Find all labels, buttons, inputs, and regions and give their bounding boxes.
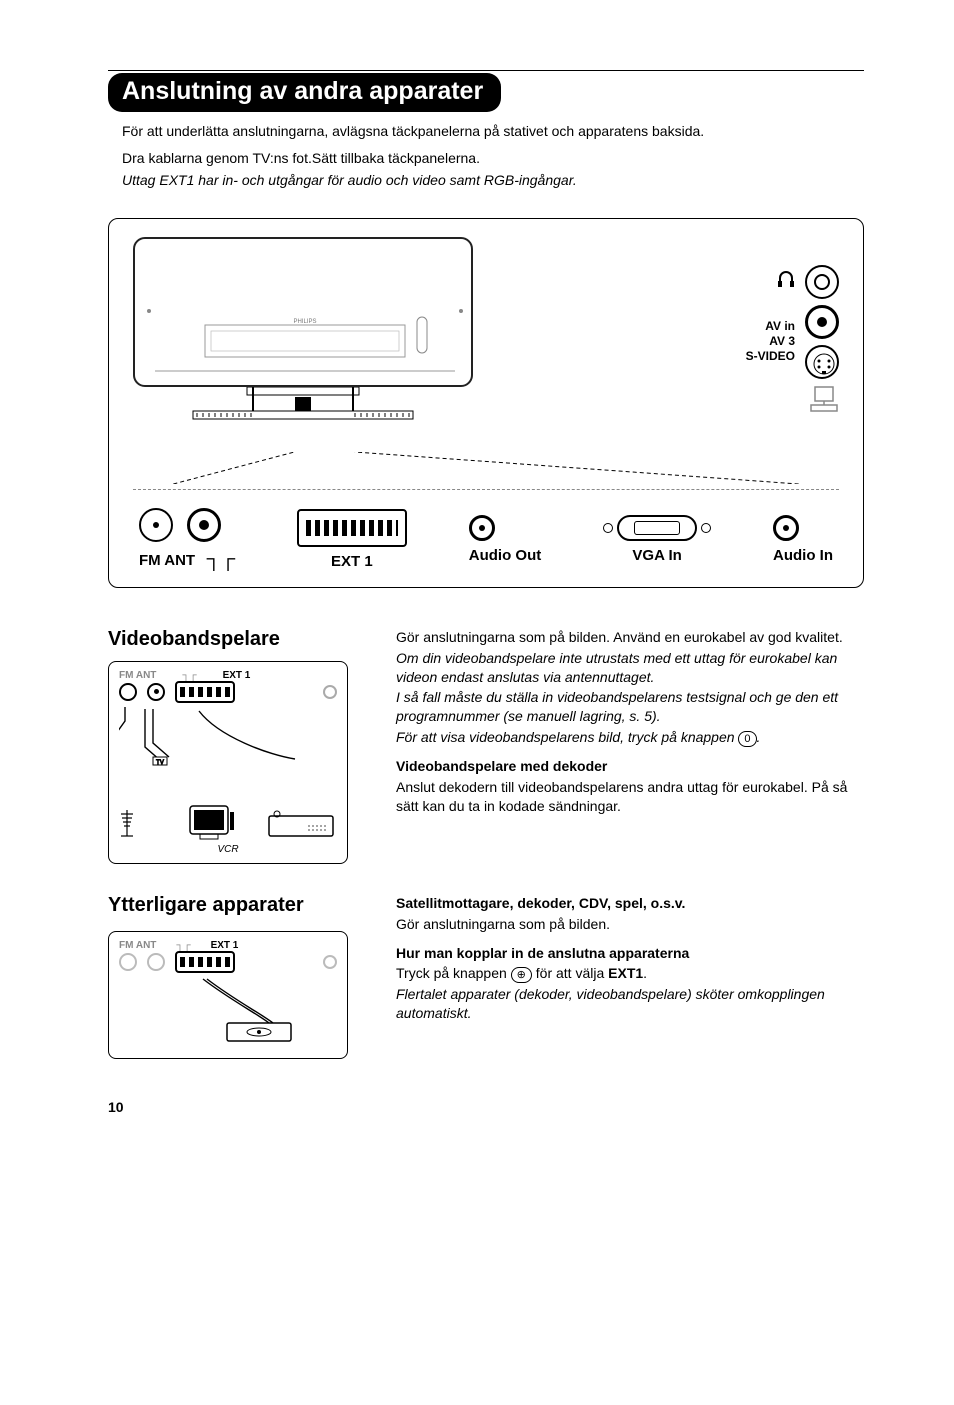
other-p1: Gör anslutningarna som på bilden.: [396, 915, 864, 934]
other-sub2: Hur man kopplar in de anslutna apparater…: [396, 944, 864, 963]
other-socket-3: [323, 955, 337, 969]
audio-in-label: Audio In: [773, 547, 833, 564]
intro-line-2: Dra kablarna genom TV:ns fot.Sätt tillba…: [122, 149, 864, 168]
tv-illustration: PHILIPS: [135, 239, 475, 389]
scart-ext1: [297, 509, 407, 547]
vcr-socket-2: [147, 683, 165, 701]
vcr-diagram: FM ANT ┐┌ EXT 1: [108, 661, 348, 864]
source-button-icon: ⊕: [511, 967, 532, 983]
svg-text:PHILIPS: PHILIPS: [293, 319, 316, 325]
audio-in-jack: [773, 515, 799, 541]
av3-label: AV 3: [746, 334, 795, 349]
vcr-it1: Om din videobandspelare inte utrustats m…: [396, 649, 864, 687]
other-socket-1: [119, 953, 137, 971]
other-heading: Ytterligare apparater: [108, 894, 368, 917]
title-bar: Anslutning av andra apparater: [108, 73, 864, 112]
other-fmant-label: FM ANT: [119, 940, 156, 951]
vcr-socket-1: [119, 683, 137, 701]
fm-ant-label: FM ANT: [139, 552, 195, 569]
top-rule: [108, 70, 864, 71]
page-number: 10: [108, 1099, 864, 1115]
vcr-it3-b: .: [757, 729, 761, 745]
vcr-heading: Videobandspelare: [108, 628, 368, 651]
other-p2-d: .: [643, 965, 647, 981]
other-ext1-label: EXT 1: [211, 940, 239, 951]
intro-italic: Uttag EXT1 har in- och utgångar för audi…: [122, 172, 864, 188]
other-scart: [175, 951, 235, 973]
ext1-label: EXT 1: [297, 553, 407, 570]
headphone-jack: [805, 265, 839, 299]
tv-stand: [133, 387, 473, 446]
vcr-fmant-label: FM ANT: [119, 670, 156, 681]
vcr-it3-a: För att visa videobandspelarens bild, tr…: [396, 729, 738, 745]
vga-in-label: VGA In: [603, 547, 711, 564]
tv-outline: PHILIPS: [133, 237, 473, 387]
svideo-jack: [805, 345, 839, 379]
main-connection-diagram: PHILIPS: [108, 218, 864, 588]
vcr-socket-3: [323, 685, 337, 699]
other-italic: Flertalet apparater (dekoder, videobands…: [396, 985, 864, 1023]
svideo-label: S-VIDEO: [746, 349, 795, 364]
vcr-subhead: Videobandspelare med dekoder: [396, 757, 864, 776]
antenna-device-icon: [119, 806, 159, 842]
fm-ant-socket: [139, 508, 173, 542]
zero-button-icon: 0: [738, 731, 756, 747]
av-jack: [805, 305, 839, 339]
vcr-caption: VCR: [119, 844, 337, 855]
vcr-it2: I så fall måste du ställa in videobandsp…: [396, 688, 864, 726]
vcr-wiring: TV: [119, 707, 335, 787]
vcr-ext1-label: EXT 1: [223, 670, 251, 681]
other-diagram: FM ANT ┐┌ EXT 1: [108, 931, 348, 1059]
rear-ports-row: FM ANT ┐┌ EXT 1 Audio Out VGA In Audio I…: [133, 489, 839, 577]
av-in-label: AV in: [746, 319, 795, 334]
other-p2: Tryck på knappen ⊕ för att välja EXT1.: [396, 964, 864, 983]
vcr-device-icon: [267, 806, 337, 842]
vcr-section: Videobandspelare FM ANT ┐┌ EXT 1: [108, 628, 864, 864]
audio-out-label: Audio Out: [469, 547, 541, 564]
page-title-pill: Anslutning av andra apparater: [108, 73, 501, 112]
other-p2-a: Tryck på knappen: [396, 965, 511, 981]
other-sub1: Satellitmottagare, dekoder, CDV, spel, o…: [396, 895, 685, 911]
pc-icon: [809, 385, 839, 418]
vcr-p1: Gör anslutningarna som på bilden. Använd…: [396, 628, 864, 647]
antenna-icon: ┐┌: [201, 548, 235, 570]
other-socket-2: [147, 953, 165, 971]
vga-socket: [617, 515, 697, 541]
other-wiring: [119, 977, 335, 1047]
tv-device-icon: [186, 804, 240, 842]
side-jacks-panel: AV in AV 3 S-VIDEO: [649, 265, 839, 418]
antenna-socket: [187, 508, 221, 542]
audio-out-jack: [469, 515, 495, 541]
headphone-icon: [777, 270, 795, 293]
intro-line-1: För att underlätta anslutningarna, avläg…: [122, 122, 864, 141]
other-p2-c: EXT1: [608, 965, 643, 981]
svg-text:TV: TV: [156, 760, 164, 766]
vcr-scart: [175, 681, 235, 703]
other-p2-b: för att välja: [532, 965, 608, 981]
expansion-dash-lines: [133, 452, 839, 489]
vcr-it3: För att visa videobandspelarens bild, tr…: [396, 728, 864, 747]
vcr-p2: Anslut dekodern till videobandspelarens …: [396, 778, 864, 816]
other-section: Ytterligare apparater FM ANT ┐┌ EXT 1: [108, 894, 864, 1059]
